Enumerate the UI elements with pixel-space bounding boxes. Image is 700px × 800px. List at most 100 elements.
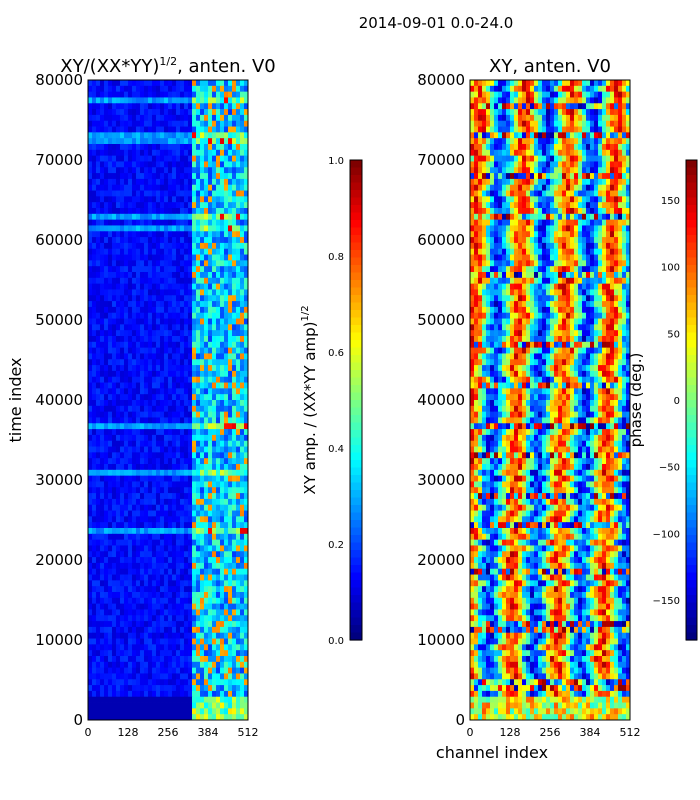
- heatmap-cell: [554, 109, 559, 116]
- heatmap-cell: [124, 266, 129, 273]
- heatmap-cell: [244, 446, 249, 453]
- heatmap-cell: [136, 196, 141, 203]
- heatmap-cell: [212, 114, 217, 122]
- heatmap-cell: [128, 626, 133, 634]
- heatmap-cell: [164, 85, 169, 93]
- heatmap-cell: [582, 132, 587, 139]
- heatmap-cell: [100, 568, 105, 575]
- heatmap-cell: [172, 487, 177, 494]
- heatmap-cell: [164, 132, 169, 139]
- heatmap-cell: [108, 586, 113, 593]
- heatmap-cell: [116, 592, 121, 599]
- heatmap-cell: [196, 510, 201, 517]
- heatmap-cell: [216, 510, 221, 517]
- heatmap-cell: [88, 341, 93, 349]
- heatmap-cell: [136, 324, 141, 331]
- heatmap-cell: [160, 289, 165, 296]
- heatmap-cell: [200, 359, 205, 366]
- heatmap-cell: [180, 539, 185, 546]
- heatmap-cell: [148, 103, 153, 110]
- heatmap-cell: [228, 213, 233, 221]
- heatmap-cell: [164, 644, 169, 651]
- heatmap-cell: [88, 603, 93, 610]
- heatmap-cell: [184, 592, 189, 599]
- heatmap-cell: [108, 708, 113, 715]
- heatmap-cell: [112, 202, 117, 209]
- heatmap-cell: [92, 277, 97, 285]
- heatmap-cell: [558, 120, 563, 127]
- heatmap-cell: [224, 184, 229, 191]
- heatmap-cell: [116, 661, 121, 669]
- heatmap-cell: [192, 109, 197, 116]
- heatmap-cell: [160, 80, 165, 87]
- heatmap-cell: [212, 551, 217, 558]
- y-tick-label: 80000: [35, 71, 83, 89]
- heatmap-cell: [244, 469, 249, 477]
- heatmap-cell: [180, 626, 185, 634]
- heatmap-cell: [574, 120, 579, 127]
- heatmap-cell: [228, 388, 233, 395]
- heatmap-cell: [224, 626, 229, 634]
- heatmap-cell: [188, 173, 193, 180]
- heatmap-cell: [112, 161, 117, 168]
- heatmap-cell: [128, 696, 133, 703]
- heatmap-cell: [92, 336, 97, 343]
- colorbar-swatch: [350, 377, 362, 386]
- heatmap-cell: [136, 353, 141, 360]
- heatmap-cell: [220, 504, 225, 511]
- heatmap-cell: [88, 504, 93, 511]
- heatmap-cell: [184, 528, 189, 535]
- heatmap-cell: [196, 708, 201, 715]
- heatmap-cell: [232, 603, 237, 610]
- heatmap-cell: [104, 562, 109, 570]
- heatmap-cell: [88, 586, 93, 593]
- heatmap-cell: [88, 277, 93, 285]
- heatmap-cell: [562, 120, 567, 127]
- heatmap-cell: [104, 673, 109, 680]
- heatmap-cell: [582, 103, 587, 110]
- heatmap-cell: [180, 155, 185, 162]
- heatmap-cell: [144, 376, 149, 383]
- heatmap-cell: [92, 603, 97, 610]
- heatmap-cell: [244, 557, 249, 564]
- heatmap-cell: [614, 126, 619, 133]
- heatmap-cell: [112, 208, 117, 215]
- heatmap-cell: [136, 173, 141, 180]
- heatmap-cell: [164, 126, 169, 133]
- heatmap-cell: [184, 545, 189, 552]
- heatmap-cell: [478, 138, 483, 145]
- heatmap-cell: [128, 714, 133, 721]
- heatmap-cell: [610, 109, 615, 116]
- heatmap-cell: [216, 568, 221, 575]
- heatmap-cell: [104, 440, 109, 447]
- heatmap-cell: [156, 469, 161, 477]
- heatmap-cell: [208, 615, 213, 622]
- heatmap-cell: [626, 126, 631, 133]
- heatmap-cell: [112, 295, 117, 302]
- heatmap-cell: [554, 126, 559, 133]
- heatmap-cell: [128, 248, 133, 255]
- heatmap-cell: [220, 574, 225, 581]
- heatmap-cell: [104, 80, 109, 87]
- heatmap-cell: [92, 498, 97, 506]
- heatmap-cell: [240, 469, 245, 477]
- heatmap-cell: [212, 580, 217, 587]
- heatmap-cell: [128, 149, 133, 157]
- heatmap-cell: [88, 149, 93, 157]
- heatmap-cell: [96, 178, 101, 186]
- heatmap-cell: [176, 190, 181, 197]
- heatmap-cell: [100, 539, 105, 546]
- heatmap-cell: [184, 237, 189, 244]
- heatmap-cell: [192, 481, 197, 488]
- heatmap-cell: [176, 481, 181, 488]
- heatmap-cell: [144, 120, 149, 127]
- heatmap-cell: [152, 592, 157, 599]
- heatmap-cell: [96, 225, 101, 232]
- colorbar-swatch: [350, 160, 362, 169]
- heatmap-cell: [108, 353, 113, 360]
- heatmap-cell: [236, 80, 241, 87]
- heatmap-cell: [120, 528, 125, 535]
- heatmap-cell: [172, 679, 177, 686]
- heatmap-cell: [188, 219, 193, 226]
- heatmap-cell: [196, 679, 201, 686]
